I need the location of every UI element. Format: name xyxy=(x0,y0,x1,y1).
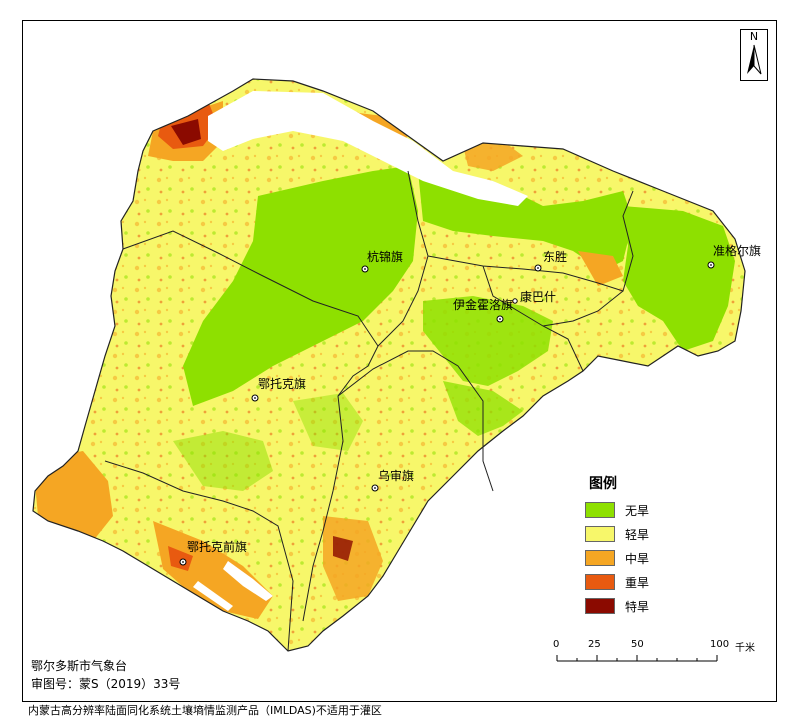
review-number: 审图号：蒙S（2019）33号 xyxy=(31,677,181,691)
legend-label: 中旱 xyxy=(625,551,650,566)
place-label-kangbashi: 康巴什 xyxy=(520,289,556,304)
legend-label: 无旱 xyxy=(625,503,650,518)
place-markers: 杭锦旗 东胜 准格尔旗 伊金霍洛旗 康巴什 xyxy=(179,243,761,566)
legend-swatch xyxy=(585,550,615,566)
place-marker-etuokeqian: 鄂托克前旗 xyxy=(179,539,247,566)
place-label-etuokeqian: 鄂托克前旗 xyxy=(187,539,247,554)
place-label-hangjin: 杭锦旗 xyxy=(367,249,403,264)
legend-item: 中旱 xyxy=(585,549,649,567)
north-letter: N xyxy=(749,30,759,43)
agency-credit: 鄂尔多斯市气象台 xyxy=(31,659,128,673)
scale-tick-25: 25 xyxy=(588,639,601,650)
place-marker-kangbashi: 康巴什 xyxy=(512,289,556,304)
place-label-dongsheng: 东胜 xyxy=(543,249,567,264)
place-marker-dongsheng: 东胜 xyxy=(534,249,567,272)
scale-tick-100: 100 xyxy=(710,639,730,650)
footer-note: 内蒙古高分辨率陆面同化系统土壤墒情监测产品（IMLDAS)不适用于灌区 xyxy=(28,704,382,717)
legend-label: 轻旱 xyxy=(625,527,650,542)
legend-swatch xyxy=(585,598,615,614)
legend-item: 轻旱 xyxy=(585,525,649,543)
legend-title: 图例 xyxy=(589,476,617,492)
place-label-zhungeer: 准格尔旗 xyxy=(713,243,761,258)
north-arrow-icon xyxy=(747,44,762,75)
drought-map: 杭锦旗 东胜 准格尔旗 伊金霍洛旗 康巴什 xyxy=(32,78,761,652)
legend-swatch xyxy=(585,574,615,590)
legend-label: 特旱 xyxy=(625,599,650,614)
place-label-yijinhuoluo: 伊金霍洛旗 xyxy=(453,297,513,312)
scale-bar: 0 25 50 100 千米 xyxy=(553,639,775,669)
scale-unit: 千米 xyxy=(735,643,755,654)
place-marker-wushen: 乌审旗 xyxy=(371,468,414,492)
place-marker-etuoke: 鄂托克旗 xyxy=(251,376,306,402)
map-frame: 杭锦旗 东胜 准格尔旗 伊金霍洛旗 康巴什 xyxy=(22,20,777,702)
place-marker-hangjin: 杭锦旗 xyxy=(361,249,403,273)
north-arrow: N xyxy=(740,29,768,81)
legend-swatch xyxy=(585,526,615,542)
county-borders xyxy=(104,170,634,652)
scale-tick-50: 50 xyxy=(631,639,644,650)
drought-fill xyxy=(33,79,745,651)
legend-item: 重旱 xyxy=(585,573,649,591)
place-marker-zhungeer: 准格尔旗 xyxy=(707,243,761,269)
place-label-wushen: 乌审旗 xyxy=(378,468,414,483)
legend-item: 特旱 xyxy=(585,597,649,615)
place-label-etuoke: 鄂托克旗 xyxy=(258,376,306,391)
legend-label: 重旱 xyxy=(625,575,650,590)
scale-tick-0: 0 xyxy=(553,639,560,650)
place-marker-yijinhuoluo: 伊金霍洛旗 xyxy=(453,297,513,323)
legend-item: 无旱 xyxy=(585,501,649,519)
scale-bar-line xyxy=(556,655,718,662)
legend-swatch xyxy=(585,502,615,518)
